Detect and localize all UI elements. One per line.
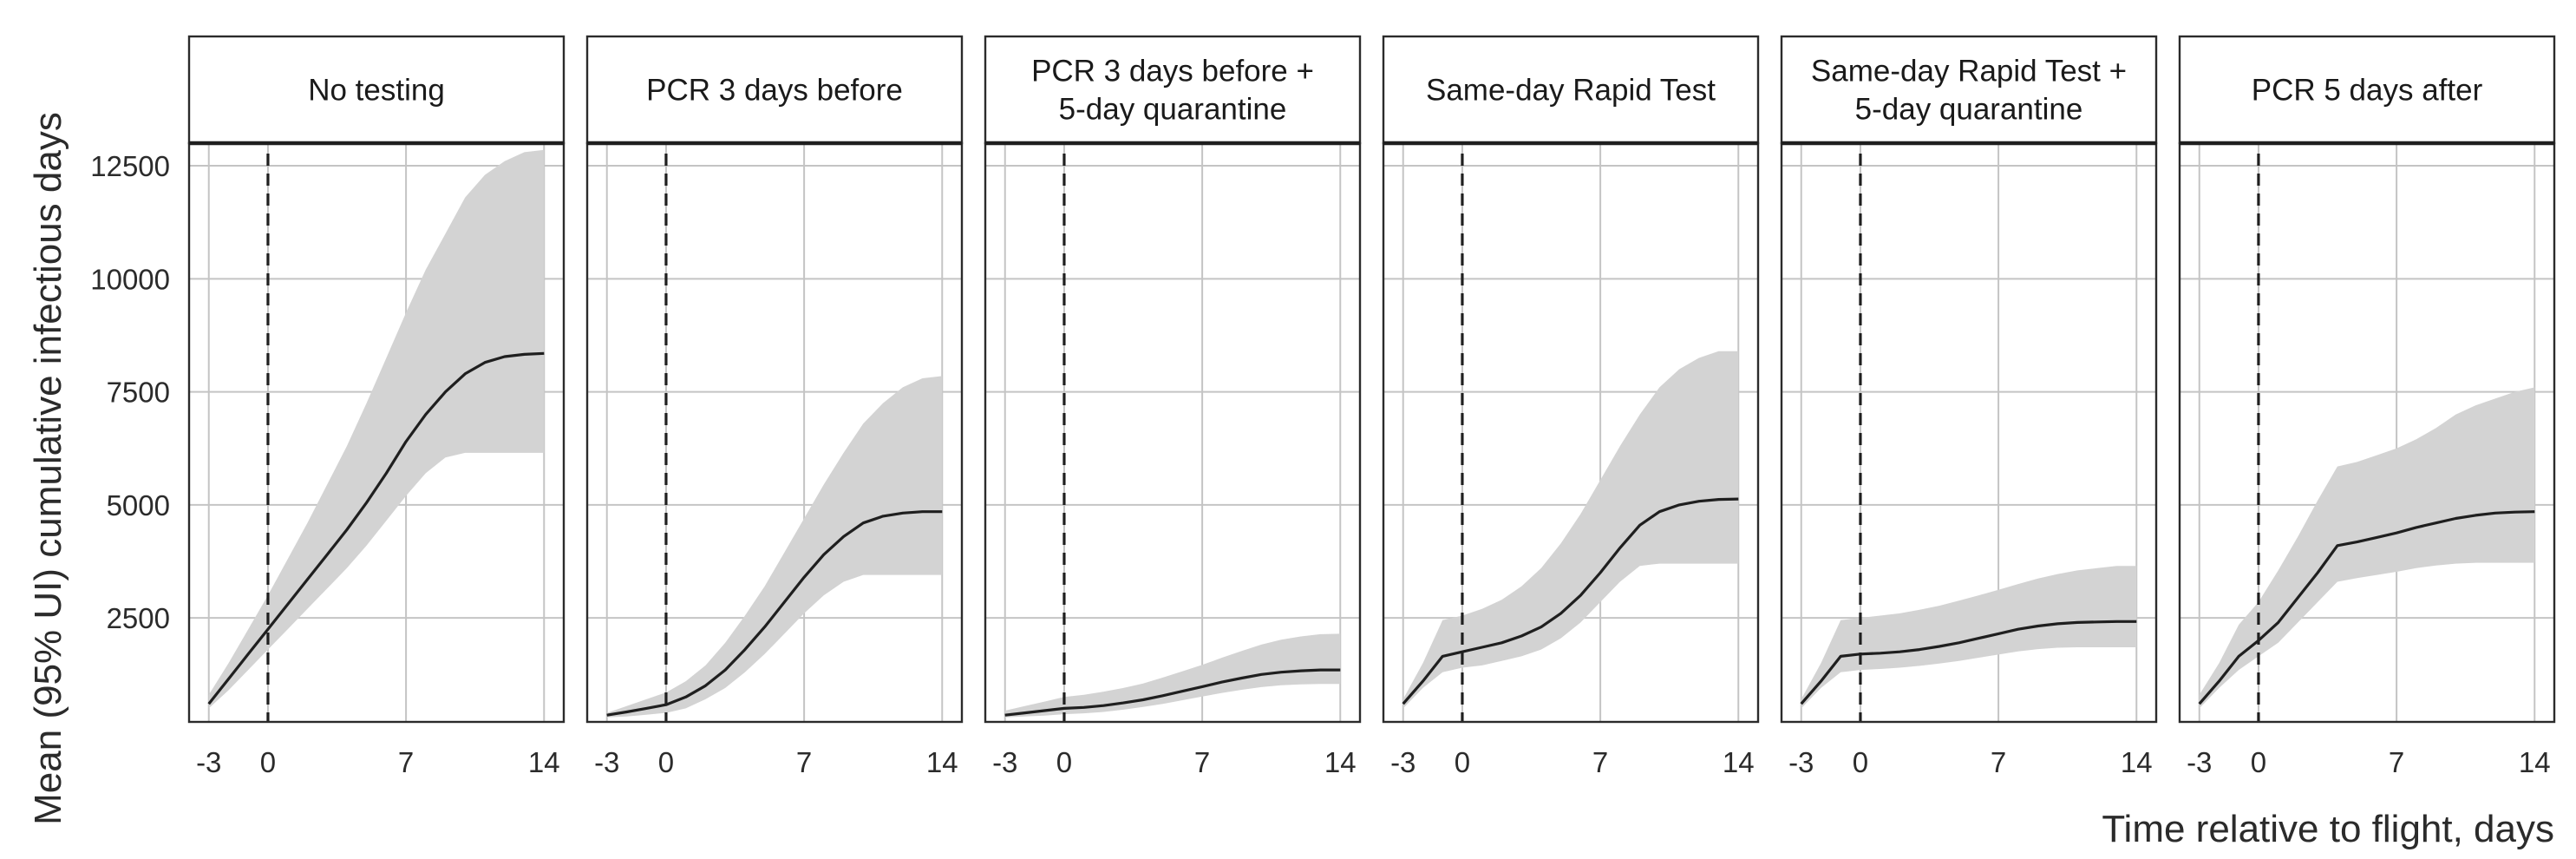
x-tick-label: 14 <box>528 746 560 778</box>
panel-title-line: PCR 3 days before + <box>1031 55 1314 89</box>
strip-header <box>984 35 1362 145</box>
panel-title-line: 5-day quarantine <box>1059 93 1287 127</box>
x-tick-label: 0 <box>260 746 276 778</box>
panel-title: Same-day Rapid Test <box>1426 74 1716 108</box>
mean-line <box>1800 620 2137 705</box>
x-tick-label: -3 <box>196 746 221 778</box>
x-tick-label: 0 <box>1056 746 1072 778</box>
uncertainty-band <box>208 149 545 709</box>
strip-header <box>187 35 566 145</box>
uncertainty-band <box>1004 633 1341 718</box>
x-tick-label: 7 <box>796 746 812 778</box>
x-tick-label: 0 <box>1853 746 1868 778</box>
y-tick-label: 12500 <box>90 150 170 182</box>
y-tick-label: 10000 <box>90 263 170 295</box>
x-tick-label: 7 <box>1991 746 2006 778</box>
x-tick-label: 7 <box>1592 746 1608 778</box>
mean-line <box>606 510 943 717</box>
panel-5: Same-day Rapid Test + 5-day quarantine -3 0… <box>1780 35 2158 778</box>
chart-panels: No testing -3 0 7 14 2500 5000 7500 10000 12500 PC… <box>90 35 2556 778</box>
mean-line <box>207 351 545 705</box>
uncertainty-band <box>606 376 943 718</box>
x-tick-label: 14 <box>1324 746 1357 778</box>
x-axis-title: Time relative to flight, days <box>2102 808 2554 850</box>
uncertainty-band <box>2199 387 2535 709</box>
strip-header <box>585 35 964 145</box>
x-tick-label: -3 <box>1788 746 1814 778</box>
panel-2: PCR 3 days before -3 0 7 14 <box>585 35 964 778</box>
y-axis-title: Mean (95% UI) cumulative infectious days <box>27 112 69 825</box>
x-tick-label: -3 <box>2187 746 2212 778</box>
panel-title: PCR 3 days before + 5-day quarantine <box>1031 55 1314 127</box>
strip-header <box>1780 35 2158 145</box>
x-tick-label: 14 <box>1723 746 1755 778</box>
x-tick-label: 0 <box>658 746 674 778</box>
mean-line <box>1402 497 1739 705</box>
panel-border <box>984 141 1362 724</box>
panel-title-line: Same-day Rapid Test + <box>1811 55 2127 89</box>
strip-header <box>2178 35 2556 145</box>
y-tick-label: 2500 <box>107 602 170 634</box>
panel-title-line: PCR 3 days before <box>646 74 903 108</box>
uncertainty-band <box>1402 351 1739 709</box>
x-tick-label: 14 <box>2519 746 2551 778</box>
mean-line <box>1004 668 1341 717</box>
x-tick-label: 0 <box>2251 746 2266 778</box>
y-tick-label: 5000 <box>107 489 170 521</box>
panel-4: Same-day Rapid Test -3 0 7 14 <box>1382 35 1760 778</box>
panel-3: PCR 3 days before + 5-day quarantine -3 0 7 1… <box>984 35 1362 778</box>
panel-title-line: PCR 5 days after <box>2252 74 2483 108</box>
panel-6: PCR 5 days after -3 0 7 14 <box>2178 35 2556 778</box>
x-tick-label: -3 <box>1390 746 1415 778</box>
panel-title: No testing <box>308 74 445 108</box>
panel-title-line: 5-day quarantine <box>1855 93 2083 127</box>
x-tick-label: -3 <box>594 746 619 778</box>
x-tick-label: 7 <box>1194 746 1210 778</box>
x-tick-label: 7 <box>398 746 414 778</box>
panel-title-line: Same-day Rapid Test <box>1426 74 1716 108</box>
panel-title: PCR 3 days before <box>646 74 903 108</box>
mean-line <box>2198 510 2535 705</box>
x-tick-label: 14 <box>2121 746 2153 778</box>
y-tick-label: 7500 <box>107 377 170 409</box>
x-tick-label: 7 <box>2389 746 2404 778</box>
x-tick-label: 14 <box>926 746 958 778</box>
uncertainty-band <box>1801 566 2137 709</box>
panel-title: PCR 5 days after <box>2252 74 2483 108</box>
panel-title: Same-day Rapid Test + 5-day quarantine <box>1811 55 2127 127</box>
x-tick-label: -3 <box>992 746 1017 778</box>
x-tick-label: 0 <box>1455 746 1470 778</box>
panel-title-line: No testing <box>308 74 445 108</box>
panel-1: No testing -3 0 7 14 2500 5000 7500 10000 12500 <box>90 35 566 778</box>
